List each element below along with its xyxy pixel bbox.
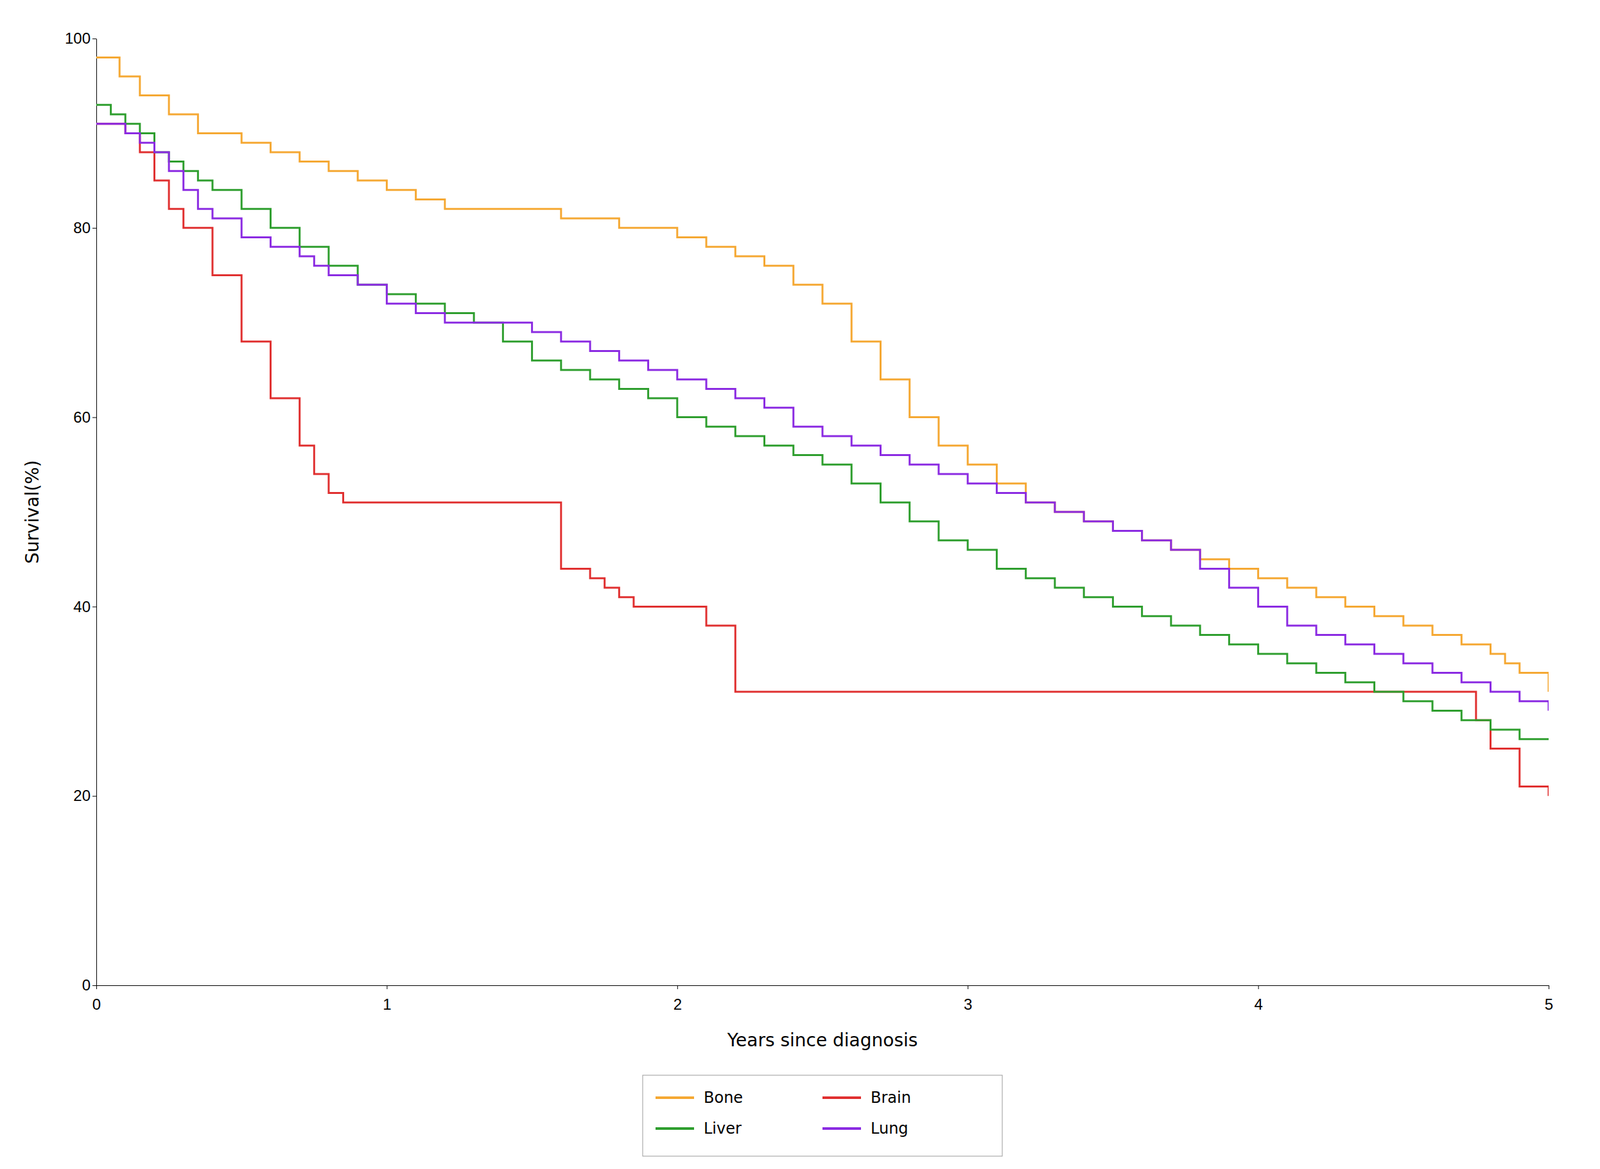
x-axis-title: Years since diagnosis (726, 1029, 919, 1051)
legend-label: Brain (870, 1088, 912, 1107)
tick: 0 (92, 984, 101, 1013)
lines (96, 57, 1549, 796)
tick-mark (967, 984, 969, 989)
legend-swatch (822, 1126, 861, 1130)
legend-item: Liver (655, 1119, 742, 1138)
tick: 1 (382, 984, 392, 1013)
tick: 2 (673, 984, 682, 1013)
legend-label: Lung (870, 1119, 909, 1138)
tick-mark (386, 984, 388, 989)
chart: 0 1 2 3 4 5 0 20 40 60 80 100 Years since diagnosis S… (0, 0, 1600, 1169)
tick: 80 (73, 218, 97, 237)
legend-label: Bone (703, 1088, 743, 1107)
tick-mark (1258, 984, 1260, 989)
legend-swatch (655, 1095, 695, 1099)
tick-mark (92, 606, 97, 607)
tick: 5 (1544, 984, 1554, 1013)
tick-mark (92, 417, 97, 418)
tick-label: 3 (963, 995, 973, 1013)
tick-mark (96, 984, 97, 989)
tick-mark (92, 795, 97, 797)
plot: 0 1 2 3 4 5 0 20 40 60 80 100 (64, 29, 1554, 1013)
legend-item: Brain (822, 1088, 912, 1107)
legend-label: Liver (703, 1119, 742, 1138)
tick-label: 1 (382, 995, 392, 1013)
tick-label: 20 (73, 786, 91, 804)
legend-swatch (822, 1095, 861, 1099)
tick-mark (677, 984, 679, 989)
survival-line (96, 123, 1549, 711)
legend: Bone Brain Liver Lung (642, 1074, 1003, 1156)
tick-label: 5 (1544, 995, 1554, 1013)
tick-label: 2 (673, 995, 682, 1013)
axis-line (96, 39, 97, 986)
tick: 40 (73, 597, 97, 616)
tick-label: 100 (64, 29, 91, 47)
tick: 0 (82, 975, 97, 994)
y-axis: 0 20 40 60 80 100 (64, 29, 97, 994)
tick-label: 0 (82, 975, 91, 994)
tick: 3 (963, 984, 973, 1013)
survival-line (96, 57, 1549, 692)
y-axis-title: Survival(%) (21, 459, 44, 564)
legend-item: Bone (655, 1088, 743, 1107)
tick-label: 40 (73, 597, 91, 616)
legend-swatch (655, 1126, 695, 1130)
tick-mark (1548, 984, 1550, 989)
axis-line (96, 984, 1550, 986)
tick-label: 0 (92, 995, 101, 1013)
tick-label: 60 (73, 408, 91, 426)
legend-item: Lung (822, 1119, 909, 1138)
tick: 20 (73, 786, 97, 804)
tick: 100 (64, 29, 97, 47)
tick: 60 (73, 408, 97, 426)
legend-frame (642, 1074, 1003, 1156)
tick-label: 80 (73, 218, 91, 237)
tick-mark (92, 38, 97, 40)
survival-line (96, 104, 1549, 740)
tick: 4 (1253, 984, 1263, 1013)
tick-mark (92, 227, 97, 229)
tick-mark (92, 984, 97, 986)
x-axis: 0 1 2 3 4 5 (92, 984, 1554, 1013)
tick-label: 4 (1253, 995, 1263, 1013)
